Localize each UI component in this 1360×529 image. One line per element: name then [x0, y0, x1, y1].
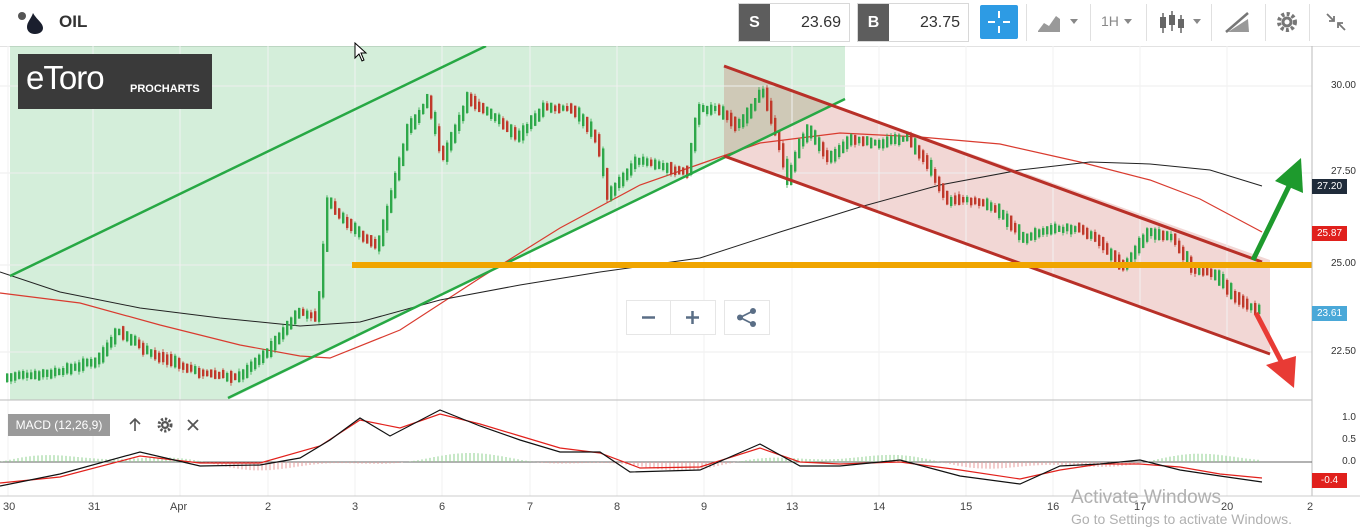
sell-price-box[interactable]: S 23.69	[738, 3, 850, 42]
time-axis-label: 14	[873, 501, 886, 513]
buy-price: 23.75	[919, 14, 960, 31]
price-axis-label: 30.00	[1330, 80, 1356, 91]
time-axis-label: 6	[439, 501, 446, 513]
sma-black-price-tag: 27.20	[1312, 179, 1347, 194]
time-axis-label: 15	[960, 501, 973, 513]
uptrend-lower-line	[227, 97, 846, 400]
gear-icon	[1277, 12, 1297, 32]
green-up-arrow	[1250, 158, 1303, 262]
procharts-wordmark: PROCHARTS	[130, 83, 200, 95]
gear-icon[interactable]	[156, 416, 174, 434]
indicators-button[interactable]	[1155, 5, 1207, 39]
etoro-procharts-logo: eToro PROCHARTS	[18, 54, 212, 109]
toolbar-separator	[1265, 4, 1266, 41]
sma-red-line	[0, 132, 1263, 359]
crosshair-button[interactable]	[980, 5, 1018, 39]
downtrend-channel-fill	[724, 66, 1270, 354]
time-axis-label: 30	[3, 501, 16, 513]
current-price-tag: 23.61	[1312, 306, 1347, 321]
toolbar-separator	[1211, 4, 1212, 41]
candlestick-icon	[1160, 11, 1201, 33]
macd-histogram	[1, 453, 1259, 471]
time-axis-label: 31	[88, 501, 101, 513]
toolbar-separator	[1309, 4, 1310, 41]
collapse-arrows-icon	[1326, 13, 1346, 31]
time-axis-label: 9	[701, 501, 708, 513]
asset-name: OIL	[59, 12, 88, 31]
etoro-wordmark: eToro	[26, 59, 105, 96]
time-axis-label: Apr	[170, 501, 188, 513]
time-axis-label: 16	[1047, 501, 1060, 513]
time-axis-label: 8	[614, 501, 621, 513]
collapse-button[interactable]	[1318, 5, 1354, 39]
arrow-up-icon[interactable]	[127, 416, 143, 434]
sma-red-price-tag: 25.87	[1312, 226, 1347, 241]
macd-value-tag: -0.4	[1312, 473, 1347, 488]
sell-label: S	[739, 4, 770, 41]
chart-grid	[0, 46, 1312, 496]
timeframe-label: 1H	[1101, 13, 1119, 29]
area-chart-icon	[1038, 16, 1078, 32]
mouse-cursor-icon	[354, 42, 368, 62]
downtrend-upper-line	[723, 64, 1263, 264]
oil-drop-icon	[18, 12, 43, 34]
drawing-pen-icon	[1225, 12, 1249, 33]
uptrend-upper-line	[9, 46, 487, 278]
settings-button[interactable]	[1272, 5, 1302, 39]
buy-price-box[interactable]: B 23.75	[857, 3, 969, 42]
downtrend-lower-line	[723, 154, 1271, 356]
toolbar-separator	[1026, 4, 1027, 41]
chevron-down-icon	[1124, 19, 1132, 24]
zoom-out-button[interactable]	[627, 301, 671, 334]
share-icon	[737, 308, 756, 327]
toolbar-separator	[1146, 4, 1147, 41]
price-axis-label: 22.50	[1330, 346, 1356, 357]
top-toolbar: OIL S 23.69 B 23.75 1H	[0, 0, 1360, 47]
minus-icon	[642, 316, 655, 319]
macd-axis-label: 0.5	[1342, 434, 1356, 445]
time-axis-label: 20	[1221, 501, 1234, 513]
chart-type-button[interactable]	[1036, 5, 1084, 39]
toolbar-separator	[1090, 4, 1091, 41]
macd-line	[0, 409, 1263, 487]
crosshair-icon	[988, 11, 1010, 33]
macd-axis-label: 0.0	[1342, 456, 1356, 467]
candlestick-series	[6, 85, 1261, 386]
price-axis-label: 25.00	[1330, 258, 1356, 269]
activate-windows-title: Activate Windows	[1071, 487, 1221, 508]
price-chart[interactable]	[0, 46, 1360, 529]
macd-indicator-label[interactable]: MACD (12,26,9)	[8, 414, 110, 436]
sell-price: 23.69	[800, 14, 841, 31]
macd-signal-line	[0, 413, 1263, 484]
uptrend-channel-fill	[10, 46, 845, 400]
plus-icon	[686, 311, 699, 324]
time-axis-label: 7	[527, 501, 534, 513]
time-axis-label: 17	[1134, 501, 1147, 513]
time-axis-label: 13	[786, 501, 799, 513]
timeframe-dropdown[interactable]	[1118, 5, 1140, 39]
share-button[interactable]	[724, 300, 770, 335]
macd-axis-label: 1.0	[1342, 412, 1356, 423]
zoom-in-button[interactable]	[671, 301, 715, 334]
price-axis-label: 27.50	[1330, 166, 1356, 177]
time-axis-label: 3	[352, 501, 359, 513]
close-icon[interactable]	[185, 416, 201, 434]
time-axis-label: 2	[265, 501, 272, 513]
drawing-tools-button[interactable]	[1218, 5, 1258, 39]
zoom-controls	[626, 300, 716, 335]
activate-windows-subtitle: Go to Settings to activate Windows.	[1071, 511, 1292, 527]
time-axis-label: 2	[1307, 501, 1314, 513]
buy-label: B	[858, 4, 889, 41]
red-down-arrow	[1253, 311, 1296, 388]
